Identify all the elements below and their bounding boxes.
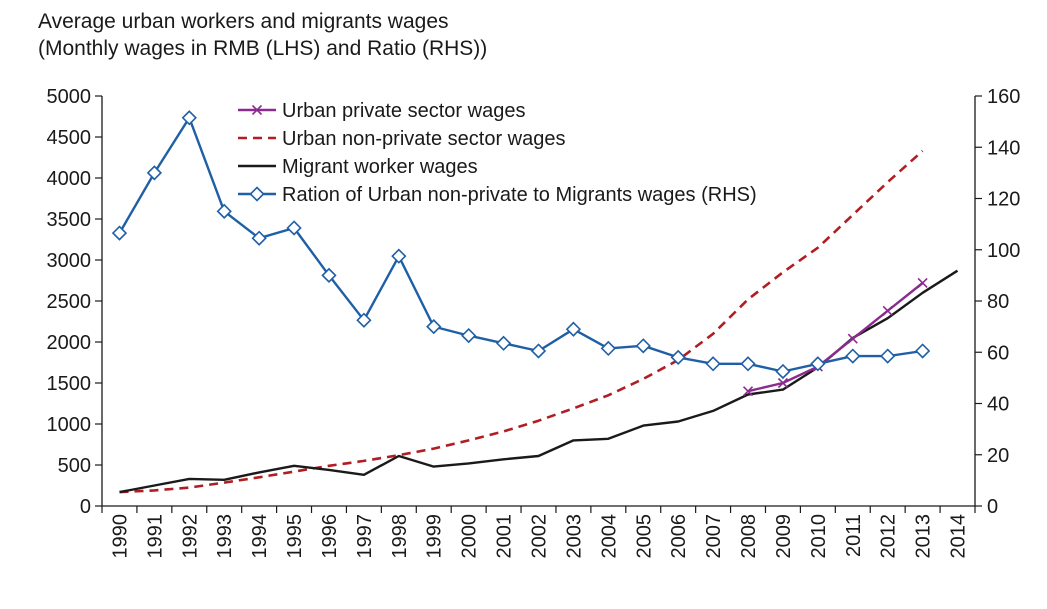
x-tick-label: 2004 (598, 514, 620, 559)
data-point (705, 356, 721, 372)
x-tick-label: 1994 (249, 514, 271, 559)
x-tick-label: 1993 (214, 514, 236, 559)
data-point (391, 248, 407, 264)
x-tick-label: 2001 (494, 514, 516, 559)
data-point (181, 110, 197, 126)
left-y-tick-label: 0 (80, 496, 91, 518)
right-y-tick-label: 120 (987, 189, 1020, 211)
right-y-tick-label: 100 (987, 240, 1020, 262)
series-ration-of-urban-non-private-to-migrants-wages (111, 110, 931, 380)
x-tick-label: 2006 (668, 514, 690, 559)
x-tick-label: 2008 (738, 514, 760, 559)
x-marker-stroke (742, 386, 754, 397)
x-tick-label: 2014 (948, 514, 970, 559)
x-tick-label: 2013 (913, 514, 935, 559)
series-urban-non-private-sector-wages (119, 149, 924, 494)
x-tick-label: 2005 (633, 514, 655, 559)
series-line (118, 116, 923, 373)
legend-label: Urban non-private sector wages (282, 128, 565, 150)
left-y-tick-label: 3500 (47, 209, 92, 231)
legend-label: Urban private sector wages (282, 100, 525, 122)
left-y-tick-label: 4000 (47, 168, 92, 190)
x-tick-label: 1992 (179, 514, 201, 559)
data-point (775, 363, 791, 380)
x-tick-label: 2003 (563, 514, 585, 559)
data-point (847, 333, 858, 344)
right-y-tick-label: 60 (987, 342, 1009, 364)
legend-marker (249, 186, 265, 202)
data-point (777, 377, 789, 389)
chart-title-block: Average urban workers and migrants wages… (38, 8, 487, 62)
data-point (321, 267, 337, 284)
left-y-tick-label: 500 (58, 455, 91, 477)
right-y-tick-label: 160 (987, 86, 1020, 108)
data-point (742, 386, 754, 397)
x-marker-stroke (882, 305, 893, 316)
left-y-tick-label: 1000 (47, 414, 92, 436)
data-point (880, 348, 896, 364)
legend-label: Ration of Urban non-private to Migrants … (282, 184, 757, 206)
series-migrant-worker-wages (119, 269, 959, 494)
x-tick-label: 2012 (878, 514, 900, 559)
series-line (119, 149, 924, 494)
x-tick-label: 2007 (703, 514, 725, 559)
left-y-tick-label: 1500 (47, 373, 92, 395)
x-marker-stroke (777, 377, 789, 389)
x-marker-stroke (847, 333, 858, 344)
left-y-tick-label: 2500 (47, 291, 92, 313)
data-point (810, 356, 826, 372)
left-y-tick-label: 4500 (47, 127, 92, 149)
series-line (119, 269, 959, 494)
x-tick-label: 1996 (319, 514, 341, 559)
x-marker-stroke (251, 104, 263, 116)
left-y-tick-label: 2000 (47, 332, 92, 354)
data-point (740, 356, 756, 372)
x-tick-label: 1995 (284, 514, 306, 559)
data-point (251, 230, 267, 246)
data-point (495, 335, 512, 351)
x-marker-stroke (917, 277, 928, 289)
data-point (426, 318, 442, 335)
x-tick-label: 1998 (389, 514, 411, 559)
data-point (845, 348, 861, 364)
left-y-tick-label: 3000 (47, 250, 92, 272)
right-y-tick-label: 20 (987, 445, 1009, 467)
data-point (565, 321, 582, 337)
right-y-tick-label: 0 (987, 496, 998, 518)
data-point (914, 343, 931, 359)
data-point (600, 340, 616, 357)
data-point (461, 327, 477, 344)
chart-title: Average urban workers and migrants wages (38, 10, 449, 33)
data-point (530, 343, 547, 359)
x-tick-label: 2011 (843, 514, 865, 557)
left-y-tick-label: 5000 (47, 86, 92, 108)
data-point (216, 203, 232, 219)
data-point (286, 220, 302, 236)
series-urban-private-sector-wages (742, 277, 928, 397)
legend: Urban private sector wages Urban non-priv… (238, 100, 757, 206)
data-point (917, 277, 928, 289)
data-point (670, 349, 686, 366)
data-point (635, 338, 651, 354)
x-tick-label: 1997 (354, 514, 376, 559)
data-point (356, 312, 372, 328)
legend-label: Migrant worker wages (282, 156, 478, 178)
data-point (111, 225, 128, 241)
series-line (747, 282, 924, 393)
data-point (146, 165, 163, 181)
data-point (882, 305, 893, 316)
legend-marker (251, 104, 263, 116)
right-y-tick-label: 140 (987, 137, 1020, 159)
x-tick-label: 1990 (109, 514, 131, 559)
x-tick-label: 2002 (529, 514, 551, 559)
right-y-tick-label: 40 (987, 394, 1009, 416)
chart-subtitle: (Monthly wages in RMB (LHS) and Ratio (R… (38, 37, 488, 60)
x-tick-label: 2000 (459, 514, 481, 559)
x-tick-label: 1999 (424, 514, 446, 559)
x-tick-label: 2010 (808, 514, 830, 559)
x-tick-label: 1991 (144, 514, 166, 559)
right-y-tick-label: 80 (987, 291, 1009, 313)
x-tick-label: 2009 (773, 514, 795, 559)
